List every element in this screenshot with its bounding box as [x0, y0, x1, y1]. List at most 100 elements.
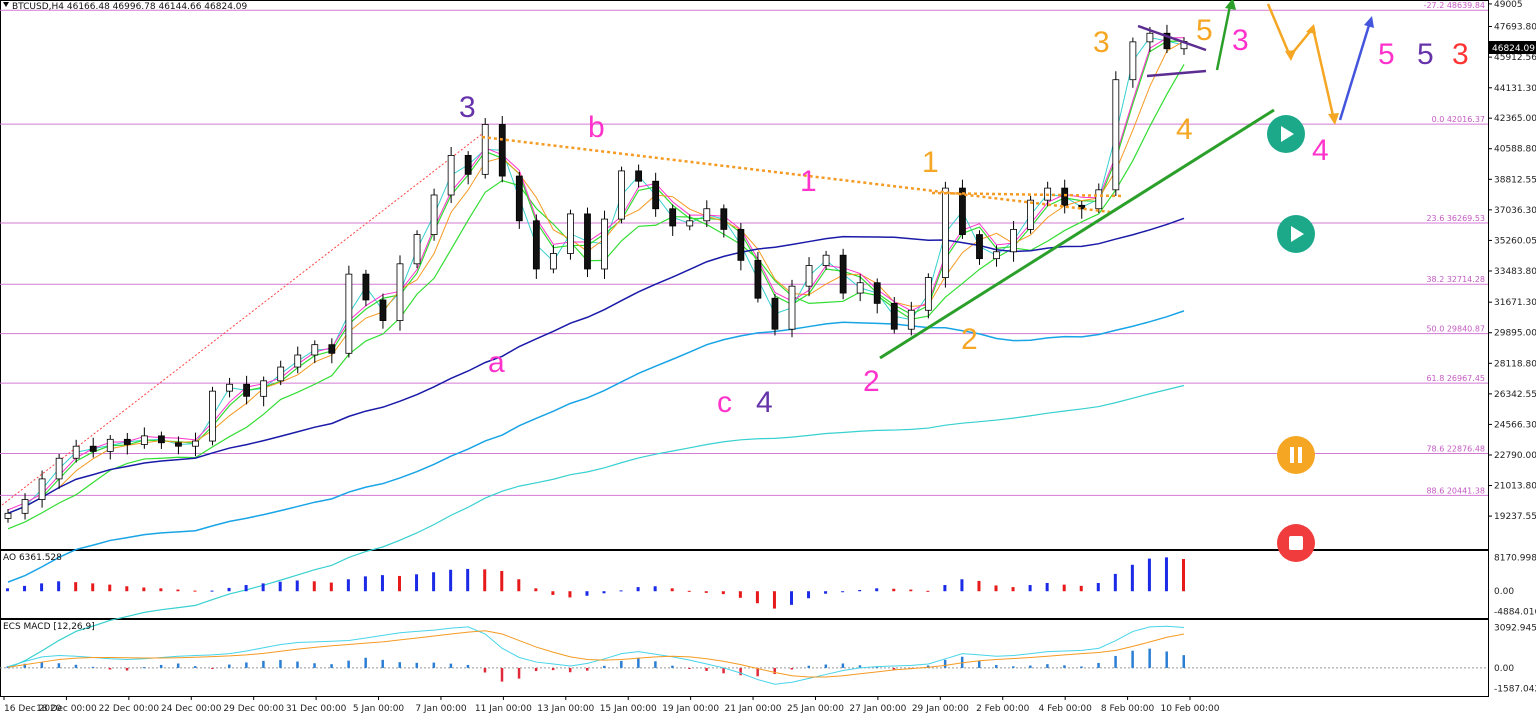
wave-label-pink-b: b: [588, 111, 605, 144]
time-tick-label: 15 Jan 00:00: [600, 704, 657, 714]
macd-hist-bar: [671, 665, 674, 668]
ma-magenta: [7, 37, 1185, 511]
candle-body: [652, 180, 660, 210]
green-forecast-arrow: [1215, 5, 1232, 71]
candle-body: [140, 435, 148, 445]
play-icon: [1277, 215, 1315, 253]
price-tick-label: 40588.80: [1494, 145, 1536, 155]
macd-hist-bar: [40, 662, 44, 668]
candle-body: [907, 309, 915, 330]
candle-body: [481, 124, 489, 175]
time-tick-label: 16 Dec 2020: [4, 704, 62, 714]
fib-level-label: 78.6 22876.48: [1426, 444, 1485, 453]
candle-body: [362, 273, 370, 301]
macd-hist-bar: [551, 667, 555, 671]
macd-hist-bar: [790, 667, 793, 670]
candle-body: [294, 354, 302, 368]
macd-hist-bar: [159, 664, 163, 668]
candle-body: [4, 512, 12, 519]
candle-body: [771, 297, 779, 330]
wave-label-pink-a: a: [488, 346, 505, 379]
ao-bar: [295, 580, 299, 592]
ao-bar: [619, 590, 623, 592]
ao-bar: [278, 581, 282, 592]
macd-hist-bar: [313, 663, 316, 668]
candle-body: [839, 254, 847, 294]
ao-bar: [1028, 585, 1032, 592]
ma-navy: [7, 217, 1185, 515]
wave-label-purple-3: 3: [459, 91, 476, 124]
macd-hist-bar: [176, 663, 180, 668]
macd-hist-bar: [347, 660, 350, 668]
current-price-tag: 46824.09: [1489, 41, 1536, 54]
price-tick-label: 45912.56: [1494, 53, 1536, 63]
macd-hist-bar: [211, 667, 214, 669]
fib-level-label: 61.8 26967.45: [1426, 374, 1485, 383]
candle-body: [379, 299, 387, 321]
price-tick-label: 33483.80: [1494, 267, 1536, 277]
ao-bar: [994, 585, 998, 592]
ao-bar: [176, 589, 180, 592]
ao-bar: [40, 583, 44, 592]
candlesticks: [4, 24, 1188, 523]
ao-bar: [824, 591, 828, 594]
macd-hist-bar: [1182, 655, 1185, 668]
macd-hist-bar: [125, 667, 129, 671]
price-tick-label: 49005: [1494, 0, 1523, 10]
time-tick-label: 10 Feb 00:00: [1160, 704, 1219, 714]
macd-hist-bar: [807, 665, 811, 668]
fib-level-label: 88.6 20441.38: [1426, 486, 1485, 495]
ao-bar: [91, 583, 95, 592]
macd-hist-bar: [841, 663, 845, 668]
macd-hist-bar: [1012, 666, 1015, 668]
candle-body: [1112, 79, 1120, 191]
macd-hist-bar: [398, 662, 401, 668]
ao-bar: [755, 591, 759, 604]
ao-bar: [74, 582, 78, 592]
macd-tick-label: 3092.9451: [1494, 624, 1536, 634]
ao-bar: [159, 588, 163, 592]
legend-pink-5: 5: [1378, 38, 1395, 71]
candle-body: [226, 383, 233, 392]
price-tick-label: 26342.55: [1494, 390, 1536, 400]
orange-forecast-path: [1266, 3, 1336, 121]
candle-body: [686, 220, 694, 227]
wave-label-orange-3: 3: [1093, 26, 1110, 59]
macd-hist-bar: [91, 666, 95, 668]
ao-bar: [1096, 582, 1100, 592]
candle-body: [106, 438, 114, 452]
dropdown-triangle-icon[interactable]: [3, 2, 9, 7]
orange-arrowhead-a: [1285, 50, 1296, 61]
macd-hist-bar: [1080, 666, 1083, 668]
macd-hist-bar: [705, 667, 708, 671]
macd-hist-bar: [943, 659, 947, 668]
macd-hist-bar: [432, 662, 436, 668]
legend-purple-5: 5: [1417, 38, 1434, 71]
time-tick-label: 2 Feb 00:00: [976, 704, 1030, 714]
macd-hist-bar: [57, 663, 61, 668]
wave-labels: 3 b a c 4 1 2 1 2 3 4 5 3 4 5 5 3: [459, 14, 1469, 419]
candle-body: [549, 253, 557, 270]
ao-bar: [517, 579, 521, 592]
ao-panel: [0, 550, 1489, 619]
candle-body: [175, 442, 182, 447]
candle-body: [157, 435, 165, 444]
price-tick-label: 47693.80: [1494, 22, 1536, 32]
candle-body: [993, 251, 1000, 260]
wave-label-orange-5: 5: [1196, 14, 1213, 47]
macd-hist-bar: [739, 667, 742, 676]
chart-header: BTCUSD,H4 46166.48 46996.78 46144.66 468…: [3, 2, 248, 632]
candle-body: [430, 194, 438, 235]
ma-sky: [7, 310, 1185, 583]
ao-bar: [1147, 558, 1151, 592]
pause-icon: [1277, 436, 1315, 474]
time-tick-label: 11 Jan 00:00: [475, 704, 532, 714]
candle-body: [584, 213, 591, 270]
candle-body: [720, 208, 728, 230]
candle-body: [890, 302, 898, 330]
ao-bar: [977, 580, 981, 592]
macd-hist-bar: [262, 660, 265, 668]
